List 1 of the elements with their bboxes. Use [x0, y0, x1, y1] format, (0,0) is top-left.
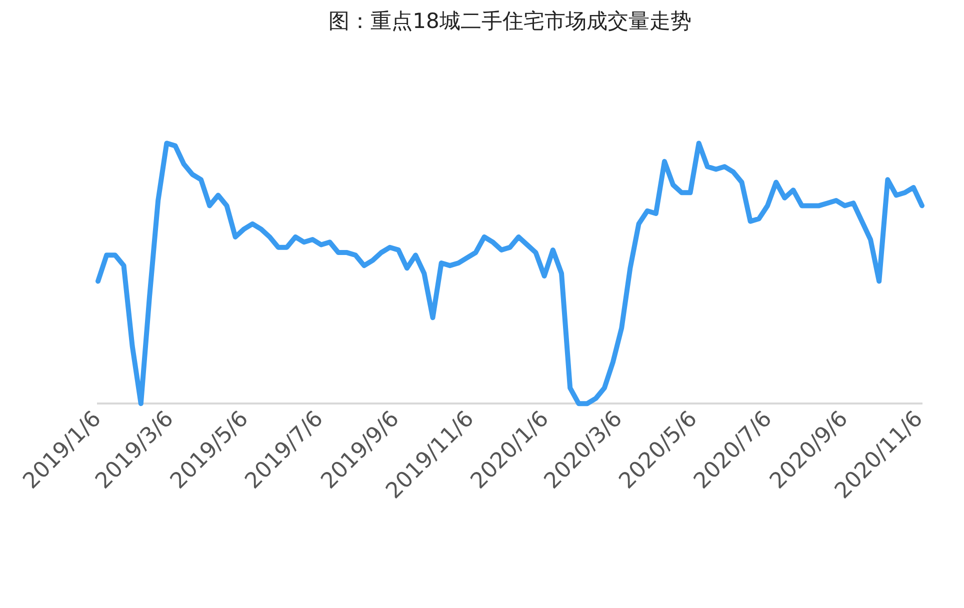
chart-title: 图：重点18城二手住宅市场成交量走势 — [328, 9, 692, 34]
